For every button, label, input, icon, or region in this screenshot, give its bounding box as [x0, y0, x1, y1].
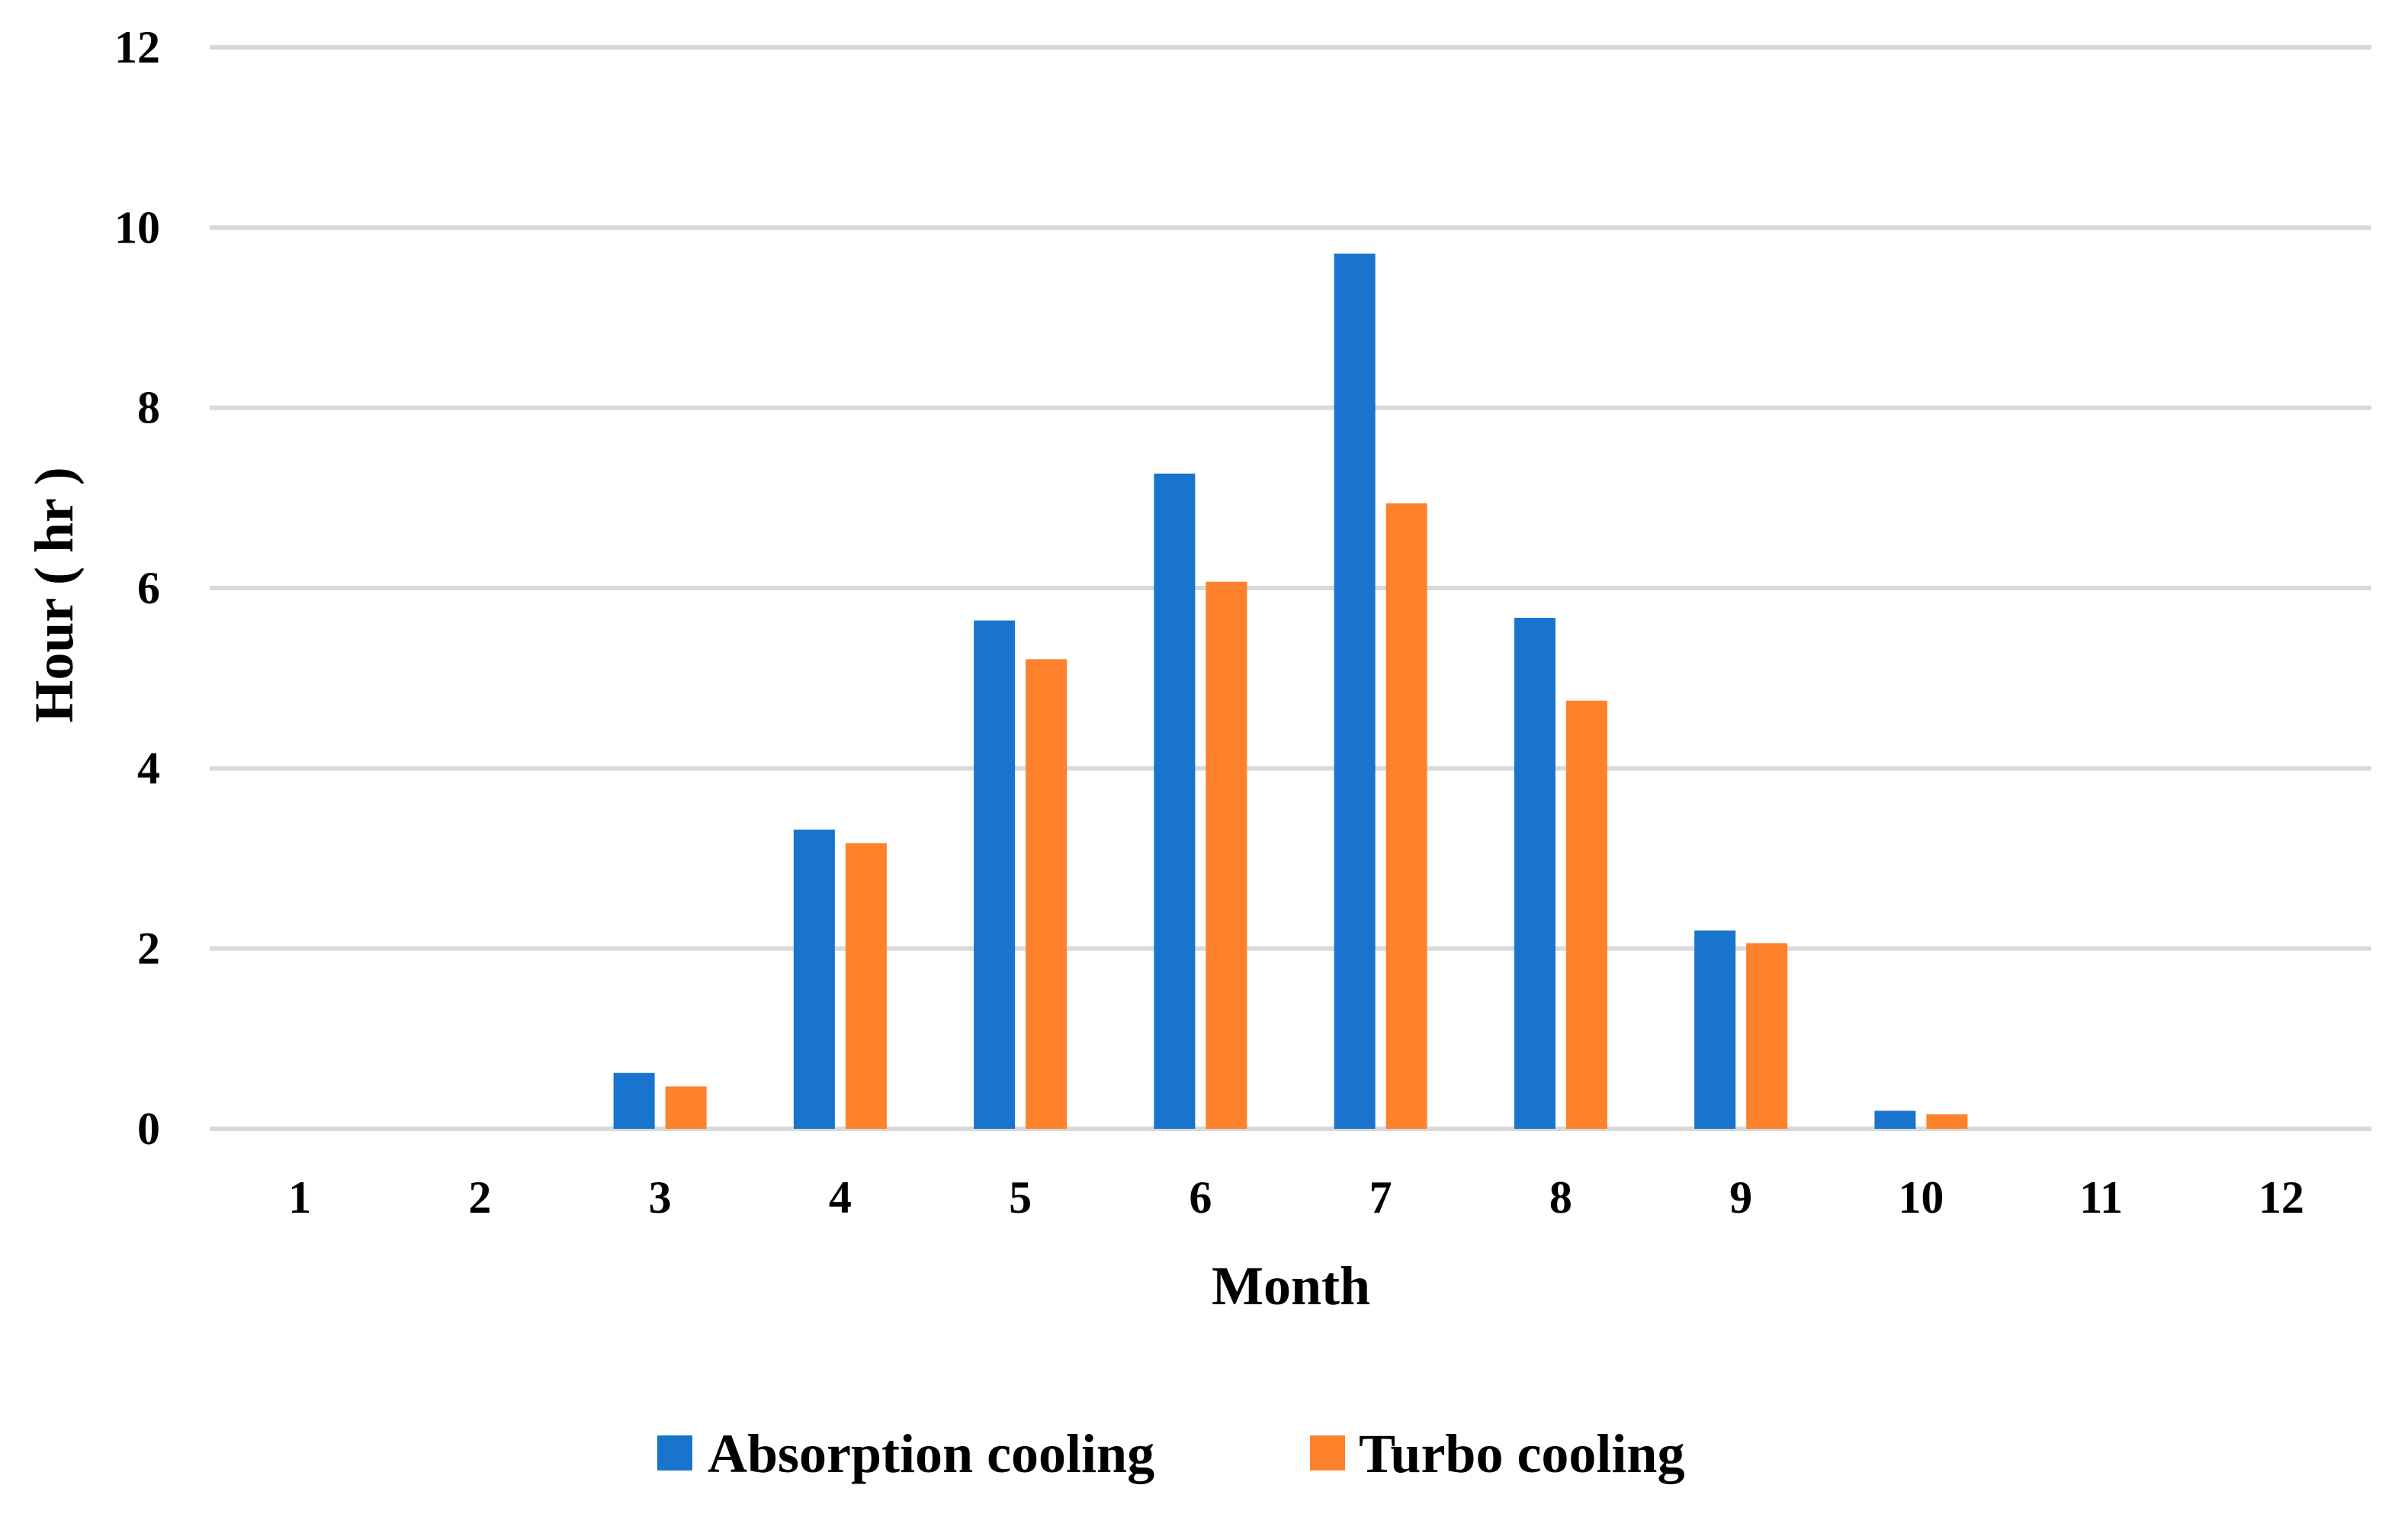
y-tick-label: 10	[114, 202, 160, 252]
bar-absorption-month-9	[1694, 931, 1736, 1129]
x-tick-label: 8	[1549, 1172, 1572, 1223]
bar-turbo-month-5	[1026, 659, 1068, 1129]
legend-label-turbo: Turbo cooling	[1359, 1423, 1684, 1484]
bar-absorption-month-7	[1334, 253, 1376, 1129]
bar-turbo-month-10	[1926, 1114, 1968, 1129]
x-tick-label: 1	[288, 1172, 311, 1223]
y-tick-label: 2	[137, 924, 160, 974]
x-tick-label: 6	[1189, 1172, 1212, 1223]
x-tick-label: 2	[468, 1172, 491, 1223]
y-tick-label: 6	[137, 563, 160, 613]
x-tick-label: 3	[649, 1172, 672, 1223]
bar-absorption-month-4	[793, 829, 835, 1129]
legend: Absorption cooling Turbo cooling	[657, 1423, 1684, 1484]
bar-turbo-month-3	[665, 1086, 707, 1129]
y-tick-label: 4	[137, 743, 160, 793]
legend-label-absorption: Absorption cooling	[708, 1423, 1154, 1484]
y-axis-title: Hour ( hr )	[24, 467, 85, 722]
bar-absorption-month-8	[1514, 617, 1556, 1129]
x-tick-label: 7	[1369, 1172, 1392, 1223]
y-tick-label: 8	[137, 383, 160, 433]
bar-absorption-month-10	[1874, 1111, 1916, 1129]
bars	[613, 253, 1968, 1129]
x-tick-label: 10	[1898, 1172, 1944, 1223]
bar-turbo-month-7	[1385, 503, 1427, 1129]
gridlines	[210, 45, 2371, 1131]
x-axis-title: Month	[1212, 1255, 1370, 1316]
bar-turbo-month-4	[845, 843, 887, 1129]
bar-turbo-month-8	[1565, 700, 1607, 1129]
x-tick-label: 4	[829, 1172, 852, 1223]
y-tick-label: 12	[114, 22, 160, 72]
x-tick-label: 5	[1009, 1172, 1032, 1223]
x-tick-label: 9	[1729, 1172, 1752, 1223]
legend-swatch-absorption	[657, 1435, 692, 1471]
x-axis-tick-labels: 1 2 3 4 5 6 7 8 9 10 11 12	[288, 1172, 2304, 1223]
legend-swatch-turbo	[1310, 1435, 1345, 1471]
bar-absorption-month-5	[974, 620, 1016, 1129]
y-tick-label: 0	[137, 1104, 160, 1154]
x-tick-label: 11	[2079, 1172, 2123, 1223]
bar-turbo-month-6	[1206, 581, 1247, 1129]
y-axis-tick-labels: 0 2 4 6 8 10 12	[114, 22, 160, 1154]
bar-absorption-month-6	[1154, 473, 1196, 1129]
bar-turbo-month-9	[1746, 943, 1788, 1129]
x-tick-label: 12	[2259, 1172, 2304, 1223]
bar-absorption-month-3	[613, 1072, 655, 1129]
